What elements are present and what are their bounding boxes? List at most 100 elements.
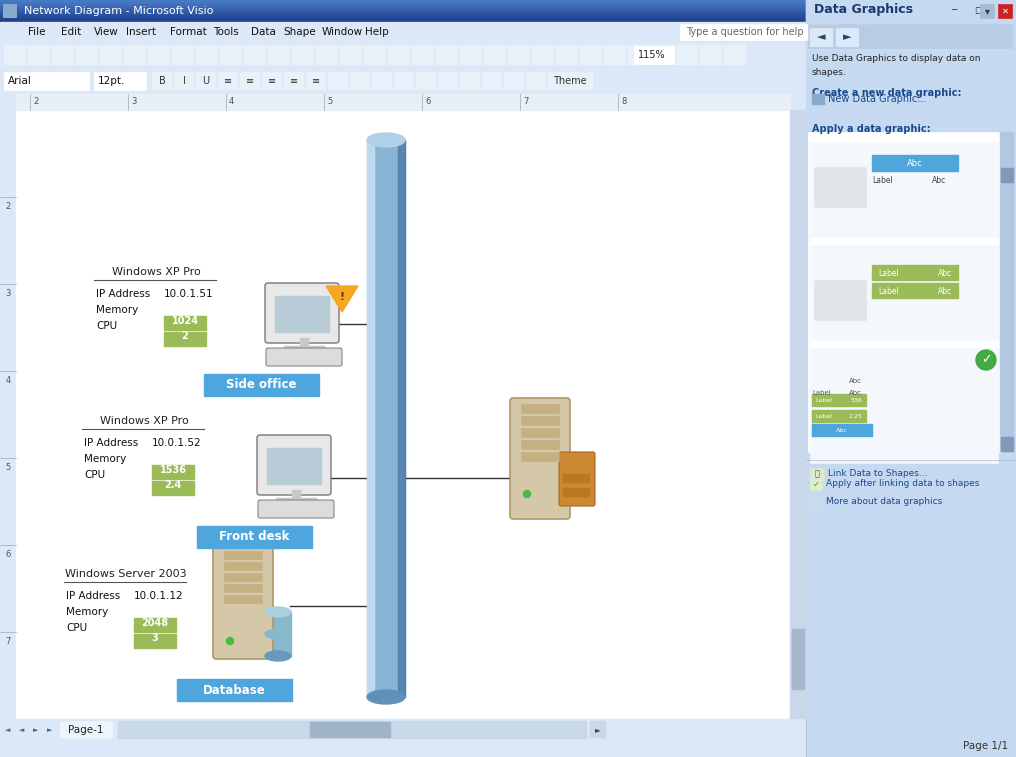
Bar xyxy=(164,332,206,346)
Bar xyxy=(203,374,318,396)
Bar xyxy=(292,490,300,500)
Text: ►: ► xyxy=(842,32,851,42)
Text: Label: Label xyxy=(812,390,831,396)
Text: I: I xyxy=(183,76,186,86)
Ellipse shape xyxy=(265,629,291,639)
Text: ≡: ≡ xyxy=(268,76,276,86)
FancyBboxPatch shape xyxy=(510,398,570,519)
Text: ►: ► xyxy=(595,725,600,734)
Bar xyxy=(0,20,1016,21)
Bar xyxy=(1001,168,1013,182)
Bar xyxy=(0,21,1016,22)
Bar xyxy=(812,424,872,436)
Bar xyxy=(172,45,194,65)
Bar xyxy=(388,45,410,65)
Text: Page 1/1: Page 1/1 xyxy=(963,741,1008,751)
Bar xyxy=(16,721,28,738)
Bar xyxy=(652,45,674,65)
Bar xyxy=(810,478,822,490)
Bar xyxy=(700,45,722,65)
Bar xyxy=(134,634,176,648)
Bar xyxy=(224,551,262,559)
Bar xyxy=(367,140,405,697)
Text: Tools: Tools xyxy=(212,27,239,37)
Text: Window: Window xyxy=(322,27,363,37)
Text: ─: ─ xyxy=(951,7,957,15)
Text: 6: 6 xyxy=(425,98,431,107)
Bar xyxy=(839,24,858,40)
Bar xyxy=(0,5,1016,6)
Text: 12pt.: 12pt. xyxy=(98,76,125,86)
Bar xyxy=(980,4,994,18)
Bar xyxy=(394,72,414,90)
Bar xyxy=(0,1,1016,2)
Bar xyxy=(0,7,1016,8)
Text: IP Address: IP Address xyxy=(84,438,138,448)
Bar xyxy=(416,72,436,90)
Bar xyxy=(196,72,216,90)
Bar xyxy=(482,72,502,90)
Bar xyxy=(340,45,362,65)
Bar xyxy=(808,132,1000,452)
Bar xyxy=(0,68,1016,94)
Bar xyxy=(152,465,194,479)
Text: 10.0.1.12: 10.0.1.12 xyxy=(134,591,184,601)
FancyBboxPatch shape xyxy=(258,500,334,518)
Text: New Data Graphic...: New Data Graphic... xyxy=(828,94,927,104)
Bar xyxy=(886,24,902,40)
Bar xyxy=(563,474,589,482)
Bar xyxy=(0,13,1016,14)
Text: 5: 5 xyxy=(5,463,10,472)
Bar xyxy=(872,283,958,298)
Bar xyxy=(196,526,312,548)
FancyBboxPatch shape xyxy=(266,348,342,366)
Text: U: U xyxy=(202,76,209,86)
Text: ►: ► xyxy=(34,727,39,733)
Text: Windows Server 2003: Windows Server 2003 xyxy=(65,569,187,579)
Bar xyxy=(0,10,1016,11)
Bar xyxy=(521,428,559,437)
Text: File: File xyxy=(28,27,46,37)
FancyBboxPatch shape xyxy=(559,452,595,506)
Bar xyxy=(968,3,988,19)
Text: Link Data to Shapes...: Link Data to Shapes... xyxy=(828,469,928,478)
Bar xyxy=(0,18,1016,19)
Bar xyxy=(814,167,866,207)
Bar xyxy=(0,110,16,719)
Bar xyxy=(76,45,98,65)
Text: CPU: CPU xyxy=(66,623,87,633)
Bar xyxy=(224,584,262,592)
Bar xyxy=(724,45,746,65)
Bar xyxy=(790,110,806,719)
Bar xyxy=(521,452,559,461)
Bar xyxy=(412,45,434,65)
Bar xyxy=(836,28,858,46)
Bar xyxy=(0,6,1016,7)
Bar xyxy=(521,416,559,425)
Text: Windows XP Pro: Windows XP Pro xyxy=(112,267,200,277)
Text: Label: Label xyxy=(815,397,832,403)
Bar xyxy=(0,17,1016,18)
Bar xyxy=(676,45,698,65)
Text: 7: 7 xyxy=(5,637,11,646)
Text: ◄: ◄ xyxy=(5,727,11,733)
Text: Abc: Abc xyxy=(836,428,848,432)
Text: Edit: Edit xyxy=(61,27,81,37)
Bar xyxy=(810,496,822,508)
Bar xyxy=(556,45,578,65)
Text: Data: Data xyxy=(251,27,275,37)
Bar xyxy=(521,404,559,413)
Bar xyxy=(44,721,56,738)
Text: Label: Label xyxy=(815,413,832,419)
Bar xyxy=(124,45,146,65)
Bar xyxy=(532,45,554,65)
Bar xyxy=(806,0,1016,22)
Bar xyxy=(504,72,524,90)
Bar xyxy=(904,24,920,40)
Bar xyxy=(152,72,172,90)
Bar xyxy=(998,4,1012,18)
Bar xyxy=(792,628,804,689)
Bar xyxy=(28,45,50,65)
Ellipse shape xyxy=(367,690,405,704)
Bar xyxy=(791,111,805,125)
